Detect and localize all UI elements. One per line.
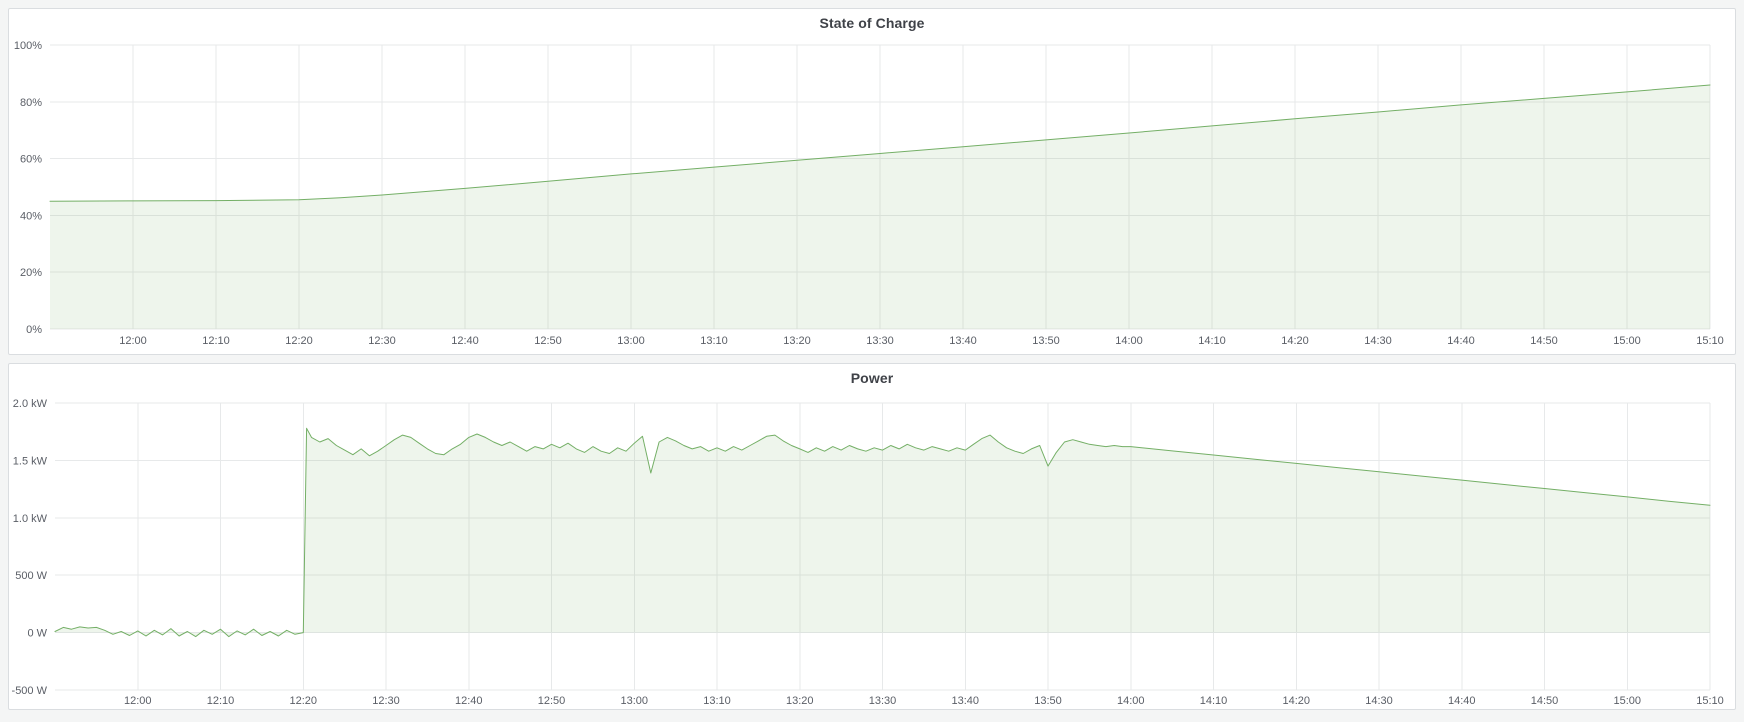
svg-text:500 W: 500 W: [15, 570, 47, 582]
svg-text:14:40: 14:40: [1448, 695, 1476, 707]
svg-text:14:00: 14:00: [1115, 335, 1143, 347]
svg-text:14:10: 14:10: [1200, 695, 1228, 707]
svg-text:-500 W: -500 W: [12, 685, 48, 697]
svg-text:12:10: 12:10: [202, 335, 230, 347]
svg-text:12:30: 12:30: [368, 335, 396, 347]
svg-text:12:40: 12:40: [451, 335, 479, 347]
svg-text:13:30: 13:30: [866, 335, 894, 347]
svg-text:0 W: 0 W: [27, 628, 47, 640]
soc-panel-title: State of Charge: [819, 15, 925, 31]
svg-text:12:20: 12:20: [285, 335, 313, 347]
svg-text:15:00: 15:00: [1613, 335, 1641, 347]
power-panel-title: Power: [850, 370, 894, 386]
svg-text:1.0 kW: 1.0 kW: [13, 513, 48, 525]
svg-text:14:50: 14:50: [1530, 335, 1558, 347]
soc-chart-canvas[interactable]: 0% 20% 40% 60% 80% 100% 12:00 12:10 12:20 12:30 12…: [9, 37, 1735, 353]
svg-text:15:10: 15:10: [1696, 695, 1724, 707]
svg-text:14:00: 14:00: [1117, 695, 1145, 707]
svg-text:60%: 60%: [20, 154, 42, 166]
svg-text:2.0 kW: 2.0 kW: [13, 398, 48, 410]
svg-text:14:10: 14:10: [1198, 335, 1226, 347]
svg-text:14:40: 14:40: [1447, 335, 1475, 347]
svg-text:20%: 20%: [20, 267, 42, 279]
svg-text:40%: 40%: [20, 210, 42, 222]
svg-text:13:10: 13:10: [700, 335, 728, 347]
svg-text:14:50: 14:50: [1531, 695, 1559, 707]
svg-text:13:00: 13:00: [617, 335, 645, 347]
power-panel: Power -500 W 0 W 500 W 1.0 kW 1.5 kW 2.0 kW 12…: [8, 363, 1736, 710]
svg-text:14:20: 14:20: [1281, 335, 1309, 347]
svg-text:12:50: 12:50: [534, 335, 562, 347]
svg-text:1.5 kW: 1.5 kW: [13, 455, 48, 467]
svg-text:13:00: 13:00: [620, 695, 648, 707]
svg-text:12:10: 12:10: [207, 695, 235, 707]
svg-text:15:00: 15:00: [1613, 695, 1641, 707]
svg-text:12:50: 12:50: [538, 695, 566, 707]
svg-text:12:00: 12:00: [119, 335, 147, 347]
svg-text:12:20: 12:20: [289, 695, 317, 707]
svg-text:12:40: 12:40: [455, 695, 483, 707]
svg-text:100%: 100%: [14, 40, 42, 52]
svg-text:15:10: 15:10: [1696, 335, 1724, 347]
svg-text:14:30: 14:30: [1365, 695, 1393, 707]
svg-text:13:10: 13:10: [703, 695, 731, 707]
svg-text:14:30: 14:30: [1364, 335, 1392, 347]
svg-text:14:20: 14:20: [1282, 695, 1310, 707]
svg-text:12:00: 12:00: [124, 695, 152, 707]
svg-text:13:50: 13:50: [1032, 335, 1060, 347]
svg-text:13:20: 13:20: [786, 695, 814, 707]
svg-text:12:30: 12:30: [372, 695, 400, 707]
svg-text:0%: 0%: [26, 324, 42, 336]
svg-text:13:50: 13:50: [1034, 695, 1062, 707]
svg-text:13:40: 13:40: [949, 335, 977, 347]
svg-text:13:40: 13:40: [951, 695, 979, 707]
svg-text:13:30: 13:30: [869, 695, 897, 707]
power-chart-canvas[interactable]: -500 W 0 W 500 W 1.0 kW 1.5 kW 2.0 kW 12:00 12:…: [9, 392, 1735, 708]
svg-text:13:20: 13:20: [783, 335, 811, 347]
svg-text:80%: 80%: [20, 97, 42, 109]
soc-panel: State of Charge 0% 20% 40% 60% 80% 100% 12:00 1…: [8, 8, 1736, 355]
